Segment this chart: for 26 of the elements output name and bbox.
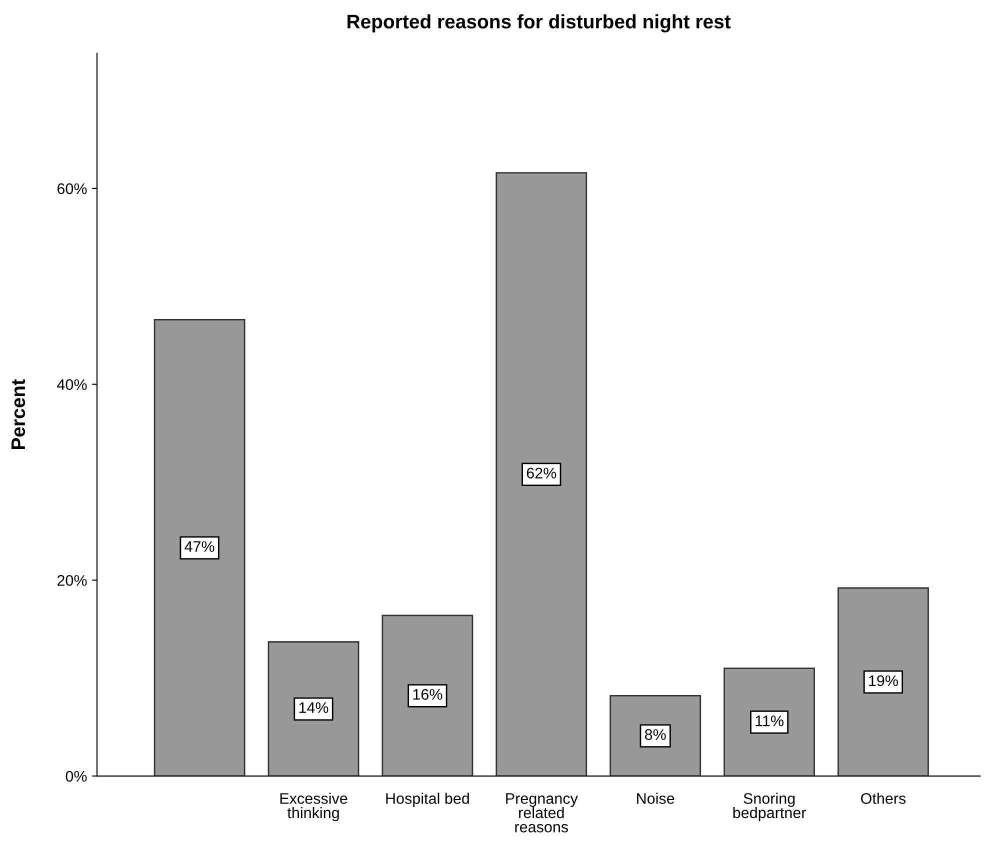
x-tick-label: Excessive thinking (280, 792, 348, 822)
data-label: 16% (413, 689, 442, 700)
y-tick-label: 60% (57, 183, 87, 194)
data-label: 8% (644, 729, 666, 740)
x-tick-label: Noise (637, 792, 674, 804)
bar (382, 614, 474, 776)
y-tick-label: 40% (57, 379, 87, 390)
data-label: 19% (869, 675, 898, 686)
data-label: 11% (756, 716, 784, 726)
bar (496, 172, 588, 776)
y-tick-label: 20% (57, 575, 87, 586)
bar (838, 587, 929, 776)
x-tick-label: Others (861, 792, 906, 804)
data-label: 47% (184, 541, 214, 552)
bar (610, 695, 702, 776)
bar (724, 668, 815, 776)
data-label: 14% (299, 702, 328, 713)
y-axis-title: Percent (12, 379, 26, 450)
x-tick-label: Hospital bed (386, 792, 469, 807)
bar (268, 641, 360, 776)
data-label: 62% (526, 468, 556, 479)
x-tick-label: Snoring bedpartner (733, 792, 806, 822)
x-tick-label: Pregnancy related reasons (506, 793, 578, 832)
y-tick-label: 0% (66, 770, 87, 782)
bar (154, 318, 246, 776)
chart-title: Reported reasons for disturbed night rest (348, 14, 731, 32)
